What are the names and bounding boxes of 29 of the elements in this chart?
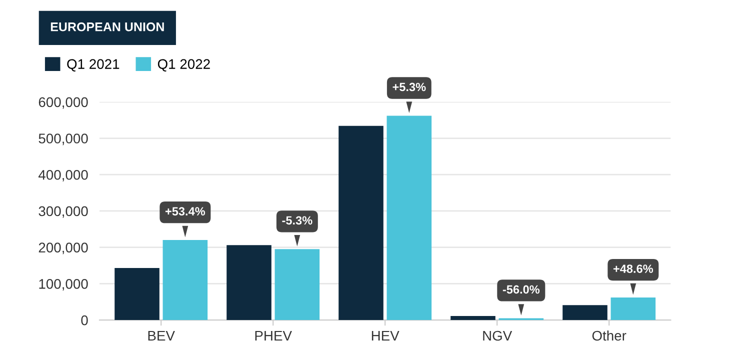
bar [226, 245, 272, 320]
y-tick-label: 300,000 [38, 206, 88, 218]
y-tick-label: 500,000 [38, 134, 88, 146]
annotation: -5.3% [282, 216, 312, 225]
bar [338, 126, 384, 320]
annotation: -56.0% [502, 285, 540, 294]
y-tick-label: 600,000 [38, 97, 88, 109]
bar [386, 116, 432, 320]
annotation: +53.4% [165, 207, 206, 216]
legend-label: Q1 2021 [67, 59, 120, 72]
bar [450, 316, 496, 320]
bar [562, 305, 608, 320]
bar [162, 240, 208, 320]
y-tick-label: 200,000 [38, 242, 88, 254]
y-tick-label: 100,000 [39, 279, 88, 290]
bar [610, 297, 656, 320]
annotation: +5.3% [392, 82, 426, 92]
y-tick-label: 0 [81, 315, 88, 326]
bar [114, 268, 160, 320]
chart-title: EUROPEAN UNION [50, 22, 164, 32]
x-tick-label: Other [592, 330, 626, 341]
legend-label: Q1 2022 [158, 59, 210, 72]
x-tick-label: PHEV [255, 330, 292, 341]
x-tick-label: HEV [372, 330, 400, 341]
x-tick-label: NGV [483, 330, 512, 341]
x-tick-label: BEV [148, 330, 175, 341]
y-tick-label: 400,000 [38, 170, 88, 182]
annotation: +48.6% [613, 264, 654, 273]
bar [274, 249, 320, 320]
